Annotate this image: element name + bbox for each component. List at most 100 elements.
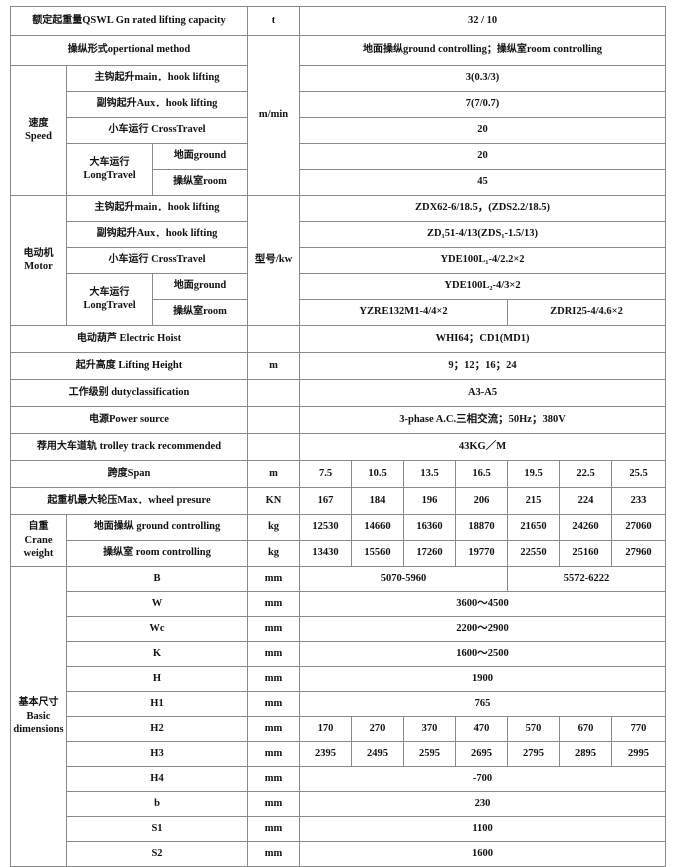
table-cell-dimension-b: 230 [298,791,667,817]
row-unit-duty-classification [247,379,300,407]
table-cell-crane-weight-room-4: 22550 [507,540,560,567]
row-label-duty-classification: 工作级别 dutyclassification [10,379,248,407]
table-cell-dimension-H2-4: 570 [507,716,560,742]
row-label-dimension-H: H [66,666,248,692]
table-cell-dimension-S2: 1600 [298,841,667,867]
motor-unit: 型号/kw [247,195,300,326]
table-row-trolley-track: 荐用大车道轨 trolley track recommended 43KG／M [10,433,667,461]
table-cell-dimension-H3-1: 2495 [351,741,404,767]
table-cell-dimension-H1: 765 [298,691,667,717]
table-row-motor-main-hook: 电动机 Motor 主钩起升main．hook lifting 型号/kw ZDX… [10,195,667,326]
row-label-motor-long-travel-ground: 地面ground [152,273,248,300]
table-cell-wheel-pressure-6: 233 [610,487,667,515]
table-cell-dimension-H: 1900 [298,666,667,692]
table-cell-dimension-W: 3600～4500 [298,591,667,617]
table-row-duty-classification: 工作级别 dutyclassification A3-A5 [10,379,667,407]
table-row-dimension-W: W mm 3600～4500 [11,591,667,617]
row-unit-dimension-H4: mm [247,766,300,792]
table-row-motor-aux-hook: 副钩起升Aux．hook lifting ZD₁51-4/13(ZDS₁-1.5… [11,221,667,248]
table-cell-crane-weight-ground-3: 18870 [455,514,508,541]
table-row-operational-method: 操纵形式opertional method m/min 地面操纵ground c… [10,35,667,196]
table-row-power-source: 电源Power source 3-phase A.C.三相交流；50Hz；380… [10,406,667,434]
crane-specification-table: 额定起重量QSWL Gn rated lifting capacity t 32… [10,6,667,867]
table-cell-crane-weight-room-1: 15560 [351,540,404,567]
row-label-dimension-H4: H4 [66,766,248,792]
row-label-electric-hoist: 电动葫芦 Electric Hoist [10,325,248,353]
row-value-motor-long-travel-room-right: ZDRI25-4/4.6×2 [506,299,667,326]
row-unit-dimension-K: mm [247,641,300,667]
table-cell-dimension-H3-4: 2795 [507,741,560,767]
row-label-dimension-H3: H3 [66,741,248,767]
table-row-dimension-S1: S1 mm 1100 [11,816,667,842]
table-cell-span-3: 16.5 [455,460,508,488]
row-value-operational-method: 地面操纵ground controlling；操纵室room controlli… [298,35,667,66]
row-label-span: 跨度Span [10,460,248,488]
row-label-dimension-H1: H1 [66,691,248,717]
row-unit-dimension-S1: mm [247,816,300,842]
table-row-dimension-H3: H3 mm 2395 2495 2595 2695 2795 2895 2995 [11,741,667,767]
row-label-dimension-K: K [66,641,248,667]
table-row-dimension-B: 基本尺寸 Basic dimensions B mm 5070-5960 5572-… [10,566,667,867]
table-cell-crane-weight-room-3: 19770 [455,540,508,567]
table-row-motor-cross-travel: 小车运行 CrossTravel YDE100L₁-4/2.2×2 [11,247,667,274]
row-value-motor-long-travel-room-left: YZRE132M1-4/4×2 [299,299,508,326]
row-label-dimension-H2: H2 [66,716,248,742]
table-cell-dimension-H4: -700 [298,766,667,792]
table-cell-crane-weight-room-2: 17260 [403,540,456,567]
table-cell-dimension-H2-6: 770 [610,716,667,742]
table-cell-dimension-B-right: 5572-6222 [506,566,667,592]
table-row-motor-long-travel-ground: 大车运行 LongTravel 地面ground YDE100L₂-4/3×2 [11,273,667,326]
row-unit-wheel-pressure: KN [247,487,300,515]
table-cell-crane-weight-ground-1: 14660 [351,514,404,541]
row-unit-dimension-H2: mm [247,716,300,742]
row-value-electric-hoist: WHI64；CD1(MD1) [298,325,667,353]
row-unit-span: m [247,460,300,488]
row-label-dimension-B: B [66,566,248,592]
row-unit-dimension-B: mm [247,566,300,592]
table-cell-span-4: 19.5 [507,460,560,488]
table-row-speed-long-travel-room: 操纵室room 45 [11,169,667,196]
table-cell-dimension-H2-5: 670 [559,716,612,742]
row-label-motor-long-travel: 大车运行 LongTravel [66,273,153,326]
table-row-rated-capacity: 额定起重量QSWL Gn rated lifting capacity t 32… [10,6,667,36]
table-row-speed-main-hook: 速度 Speed 主钩起升main．hook lifting 3(0.3/3) [10,65,667,196]
row-unit-rated-capacity: t [247,6,300,36]
row-label-motor-aux-hook: 副钩起升Aux．hook lifting [66,221,248,248]
row-value-motor-main-hook: ZDX62-6/18.5，(ZDS2.2/18.5) [298,195,667,222]
row-unit-dimension-Wc: mm [247,616,300,642]
row-unit-dimension-W: mm [247,591,300,617]
row-unit-trolley-track [247,433,300,461]
row-label-dimension-b: b [66,791,248,817]
table-row-dimension-H1: H1 mm 765 [11,691,667,717]
row-value-speed-aux-hook: 7(7/0.7) [298,91,667,118]
row-label-speed-long-travel: 大车运行 LongTravel [66,143,153,196]
row-label-speed-cross-travel: 小车运行 CrossTravel [66,117,248,144]
table-row-span: 跨度Span m 7.5 10.5 13.5 16.5 19.5 22.5 25… [10,460,667,488]
row-label-dimension-Wc: Wc [66,616,248,642]
table-cell-dimension-H2-3: 470 [455,716,508,742]
table-row-lifting-height: 起升高度 Lifting Height m 9；12；16；24 [10,352,667,380]
row-value-speed-main-hook: 3(0.3/3) [298,65,667,92]
table-row-speed-aux-hook: 副钩起升Aux．hook lifting 7(7/0.7) [11,91,667,118]
table-cell-dimension-H2-1: 270 [351,716,404,742]
row-value-trolley-track: 43KG／M [298,433,667,461]
table-row-dimension-H: H mm 1900 [11,666,667,692]
table-row-speed-cross-travel: 小车运行 CrossTravel 20 [11,117,667,144]
table-cell-wheel-pressure-2: 196 [403,487,456,515]
row-value-speed-long-travel-ground: 20 [298,143,667,170]
row-label-motor-long-travel-room: 操纵室room [152,299,248,326]
group-label-motor: 电动机 Motor [10,195,67,326]
table-row-dimension-Wc: Wc mm 2200～2900 [11,616,667,642]
group-label-crane-weight: 自重 Crane weight [10,514,67,567]
row-unit-dimension-H3: mm [247,741,300,767]
table-row-speed-long-travel-ground: 大车运行 LongTravel 地面ground 20 [11,143,667,196]
table-cell-dimension-H3-2: 2595 [403,741,456,767]
row-unit-power-source [247,406,300,434]
row-label-motor-main-hook: 主钩起升main．hook lifting [66,195,248,222]
table-row-dimension-H4: H4 mm -700 [11,766,667,792]
row-label-speed-main-hook: 主钩起升main．hook lifting [66,65,248,92]
table-cell-dimension-S1: 1100 [298,816,667,842]
row-label-dimension-S1: S1 [66,816,248,842]
table-row-dimension-H2: H2 mm 170 270 370 470 570 670 770 [11,716,667,742]
